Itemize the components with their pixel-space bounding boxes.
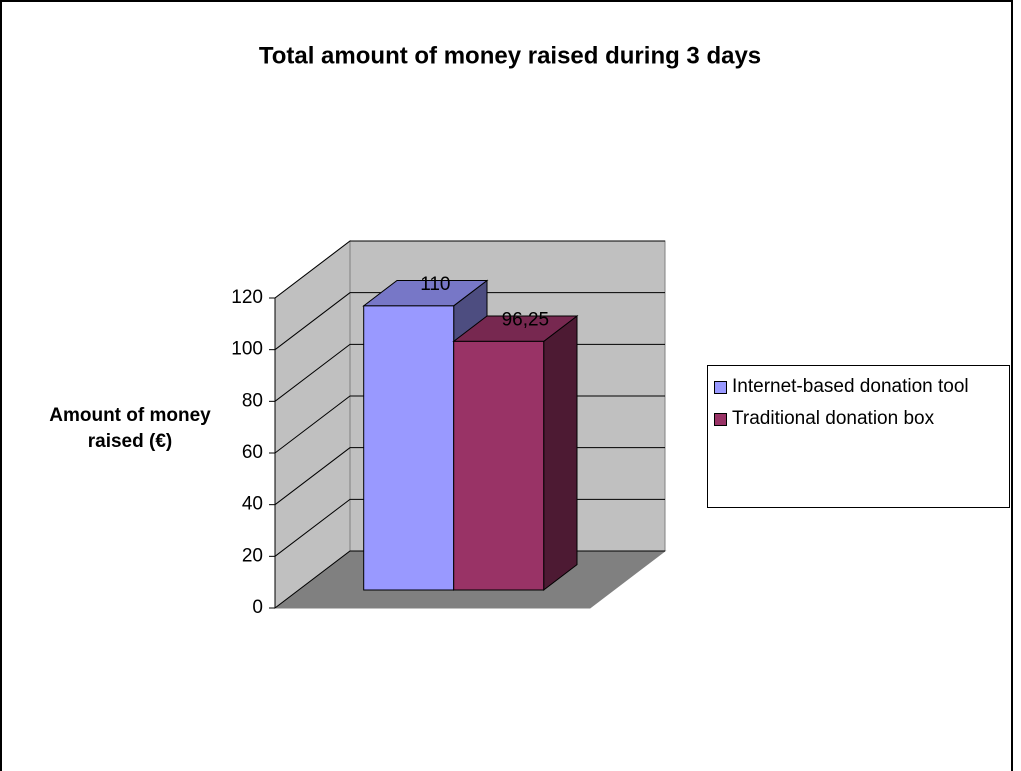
grid-line (274, 240, 665, 299)
bar-front (453, 340, 545, 591)
legend-item: Traditional donation box (714, 406, 1003, 432)
data-label: 110 (420, 274, 450, 295)
legend-swatch (714, 381, 727, 394)
legend-item: Internet-based donation tool (714, 374, 1003, 400)
y-axis-label: Amount of money raised (€) (49, 405, 211, 452)
legend-label: Internet-based donation tool (732, 376, 969, 397)
data-label: 96,25 (502, 310, 550, 331)
y-tick-label: 100 (231, 339, 263, 360)
grid-line (274, 292, 665, 351)
y-tick-label: 40 (242, 494, 263, 515)
chart-title: Total amount of money raised during 3 da… (259, 42, 761, 69)
legend-swatch (714, 413, 727, 426)
y-tick-label: 80 (242, 390, 263, 411)
y-tick-label: 60 (242, 442, 263, 463)
bar-front (363, 305, 455, 591)
legend: Internet-based donation tool Traditional … (707, 365, 1010, 508)
legend-label: Traditional donation box (732, 408, 935, 429)
bar-side (543, 315, 578, 591)
y-tick-label: 120 (231, 287, 263, 308)
y-tick-label: 0 (252, 597, 263, 618)
y-tick-label: 20 (242, 545, 263, 566)
